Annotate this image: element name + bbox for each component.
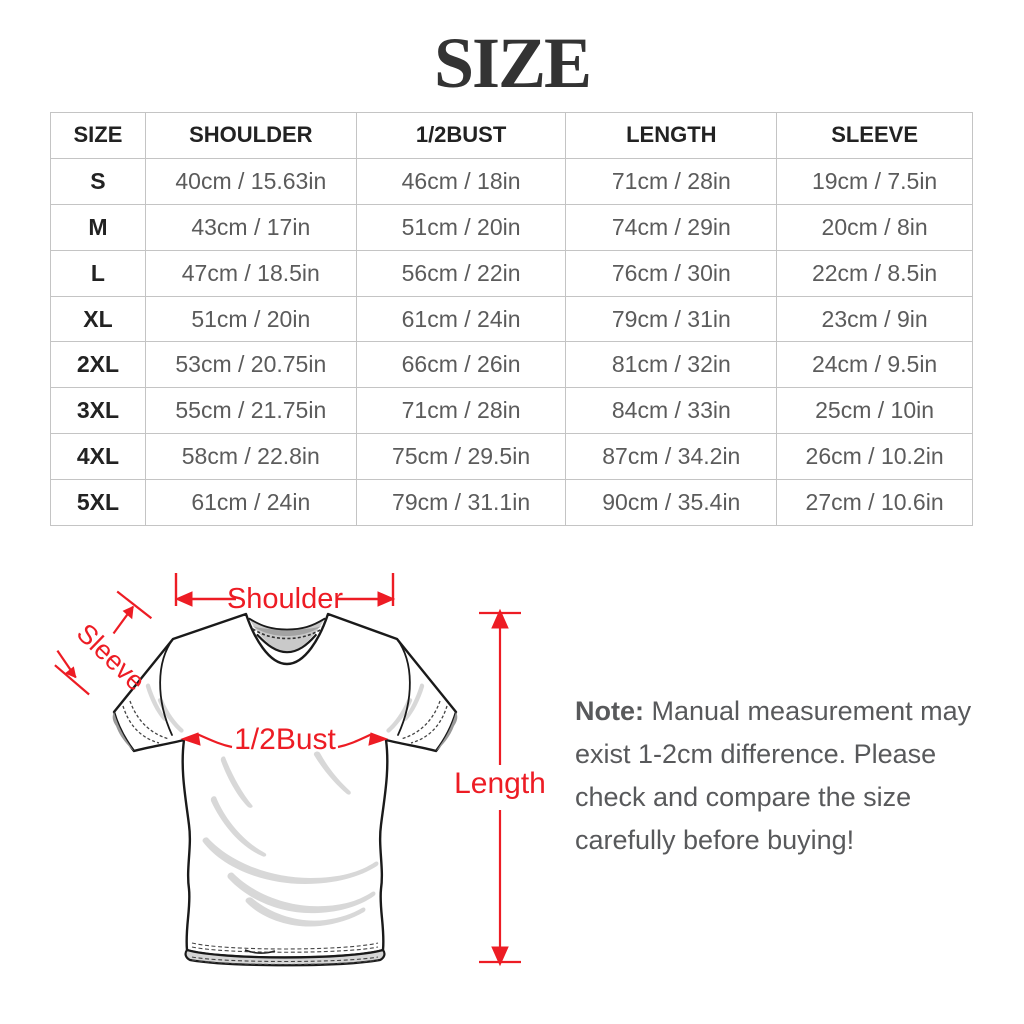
svg-text:1/2Bust: 1/2Bust — [234, 723, 336, 756]
svg-text:Length: Length — [454, 767, 546, 800]
svg-text:Sleeve: Sleeve — [71, 618, 151, 697]
svg-text:Shoulder: Shoulder — [227, 583, 343, 615]
